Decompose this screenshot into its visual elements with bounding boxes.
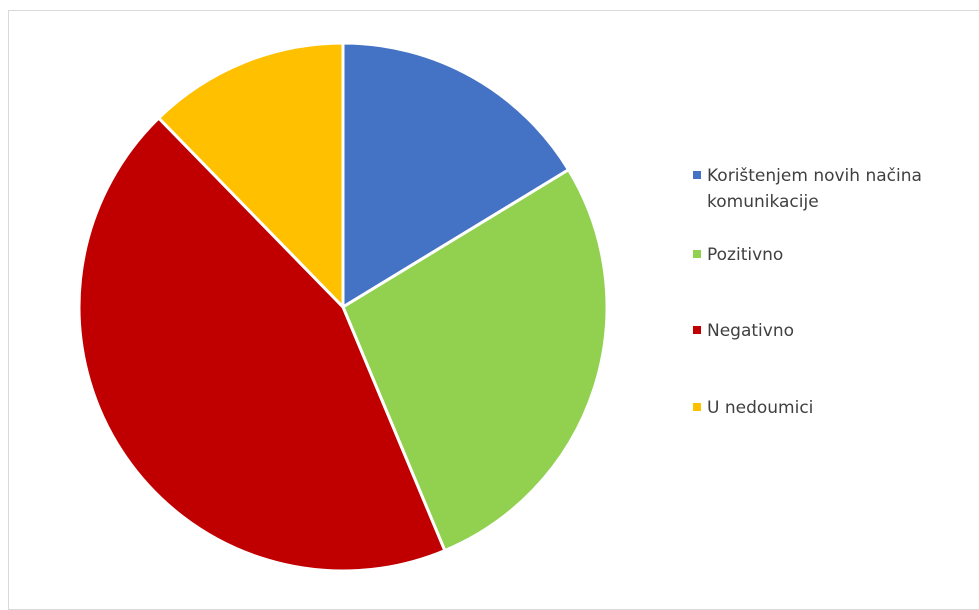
pie-slice-u-nedoumici (157, 41, 345, 309)
pie-chart (77, 41, 609, 573)
legend-item-koristenjem: Korištenjem novih načina komunikacije (693, 163, 977, 215)
pie-slice-koristenjem (341, 41, 571, 309)
pie-slice-pozitivno (341, 168, 609, 553)
legend-swatch (693, 326, 701, 334)
legend-label: Pozitivno (707, 245, 784, 265)
pie-slice-negativno (77, 116, 447, 573)
legend-swatch (693, 171, 701, 179)
legend-item-negativno: Negativno (693, 318, 977, 344)
legend-label: Korištenjem novih načina komunikacije (707, 166, 922, 212)
legend-swatch (693, 403, 701, 411)
legend-swatch (693, 250, 701, 258)
legend-label: U nedoumici (707, 398, 814, 418)
legend-label: Negativno (707, 321, 795, 341)
legend-item-u-nedoumici: U nedoumici (693, 395, 977, 421)
legend-item-pozitivno: Pozitivno (693, 242, 977, 268)
pie-slices (77, 41, 609, 573)
